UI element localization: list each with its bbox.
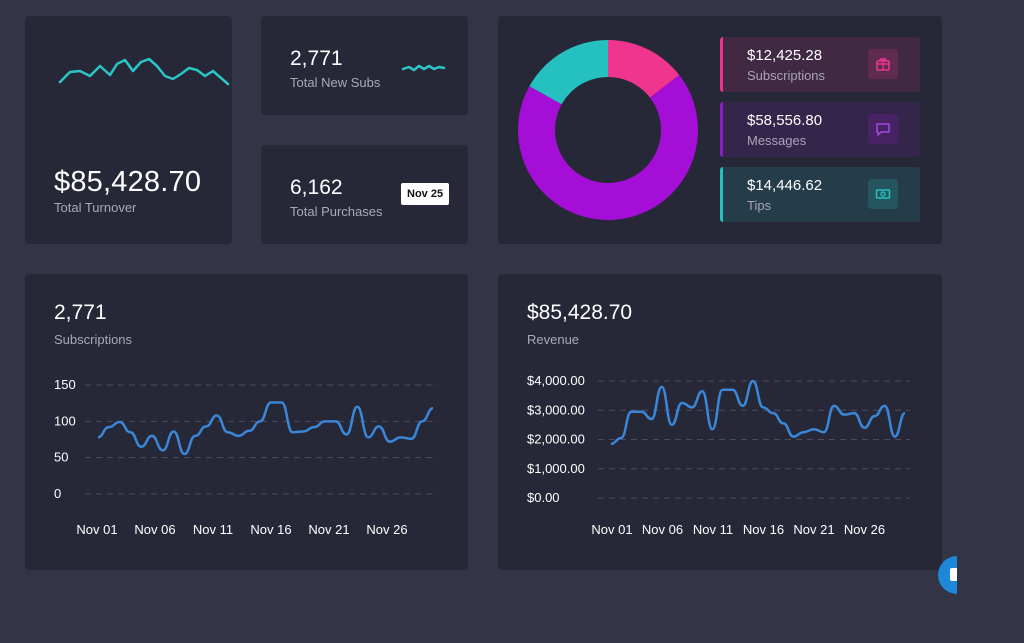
purchases-value: 6,162 — [290, 176, 343, 199]
series-line — [97, 401, 434, 456]
legend-messages[interactable]: $58,556.80 Messages — [720, 102, 920, 157]
message-icon — [868, 114, 898, 144]
new-subs-label: Total New Subs — [290, 75, 381, 90]
series-line — [610, 379, 906, 446]
y-tick-label: 150 — [54, 377, 76, 392]
x-tick-label: Nov 21 — [793, 522, 834, 537]
revenue-chart-card: $85,428.70 Revenue $4,000.00 $3,000.00 $2,… — [498, 274, 942, 570]
y-tick-label: 0 — [54, 486, 61, 501]
y-tick-label: $3,000.00 — [527, 402, 585, 417]
legend-subscriptions-value: $12,425.28 — [747, 47, 823, 64]
legend-messages-label: Messages — [747, 133, 807, 148]
x-tick-label: Nov 06 — [134, 522, 175, 537]
turnover-label: Total Turnover — [54, 200, 137, 215]
turnover-card: $85,428.70 Total Turnover — [25, 16, 232, 244]
donut-slice-tips — [529, 39, 608, 105]
x-tick-label: Nov 01 — [76, 522, 117, 537]
legend-subscriptions-label: Subscriptions — [747, 68, 826, 83]
new-subs-value: 2,771 — [290, 47, 343, 70]
subscriptions-line-chart: 150 100 50 0 Nov 01 Nov 06 Nov 11 Nov 16 Nov 21 N… — [54, 377, 438, 537]
legend-subscriptions[interactable]: $12,425.28 Subscriptions — [720, 37, 920, 92]
legend-tips-label: Tips — [747, 198, 772, 213]
donut-slice-subscriptions — [608, 40, 680, 98]
x-tick-label: Nov 06 — [642, 522, 683, 537]
x-tick-label: Nov 21 — [308, 522, 349, 537]
y-tick-label: $4,000.00 — [527, 373, 585, 388]
new-subs-card: 2,771 Total New Subs — [261, 16, 468, 115]
revenue-chart-label: Revenue — [527, 332, 580, 347]
y-tick-label: $0.00 — [527, 490, 560, 505]
turnover-value: $85,428.70 — [54, 166, 202, 198]
y-tick-label: $2,000.00 — [527, 432, 585, 447]
x-tick-label: Nov 26 — [366, 522, 407, 537]
y-tick-label: $1,000.00 — [527, 461, 585, 476]
legend-tips-value: $14,446.62 — [747, 177, 823, 194]
donut-slice-messages — [518, 75, 698, 220]
subscriptions-chart-label: Subscriptions — [54, 332, 133, 347]
x-tick-label: Nov 16 — [743, 522, 784, 537]
x-tick-label: Nov 16 — [250, 522, 291, 537]
y-tick-label: 100 — [54, 413, 76, 428]
subscriptions-chart-value: 2,771 — [54, 301, 107, 324]
x-tick-label: Nov 01 — [591, 522, 632, 537]
y-tick-label: 50 — [54, 450, 68, 465]
purchases-label: Total Purchases — [290, 204, 383, 219]
legend-messages-value: $58,556.80 — [747, 112, 823, 129]
new-subs-sparkline — [401, 64, 446, 72]
date-badge: Nov 25 — [401, 183, 450, 205]
revenue-line-chart: $4,000.00 $3,000.00 $2,000.00 $1,000.00 $0.0… — [527, 373, 910, 537]
page-edge — [957, 540, 987, 610]
x-tick-label: Nov 11 — [193, 522, 233, 537]
gift-box-icon — [868, 49, 898, 79]
x-tick-label: Nov 11 — [693, 522, 733, 537]
subscriptions-chart-card: 2,771 Subscriptions 150 100 50 0 Nov 01 Nov 0… — [25, 274, 468, 570]
breakdown-donut-chart — [518, 39, 698, 220]
revenue-chart-value: $85,428.70 — [527, 301, 633, 324]
turnover-sparkline — [58, 57, 230, 86]
cash-icon — [868, 179, 898, 209]
legend-tips[interactable]: $14,446.62 Tips — [720, 167, 920, 222]
x-tick-label: Nov 26 — [844, 522, 885, 537]
purchases-card: 6,162 Total Purchases Nov 25 — [261, 145, 468, 244]
